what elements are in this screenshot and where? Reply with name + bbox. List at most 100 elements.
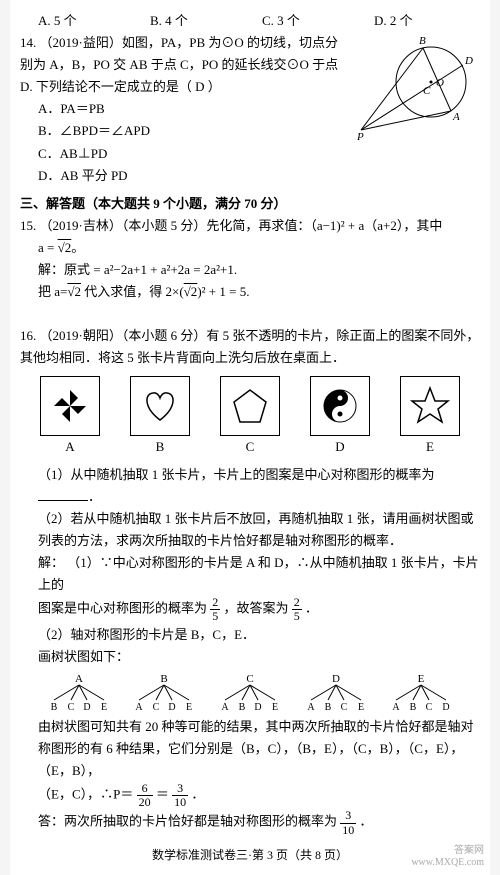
q13-opt-a: A. 5 个: [38, 10, 144, 32]
q14-stem: 14. （2019·益阳）如图，PA，PB 为⊙O 的切线，切点分别为 A，B，…: [20, 32, 350, 98]
q13-opt-c: C. 3 个: [262, 10, 368, 32]
q16-p1-text: （1）从中随机抽取 1 张卡片，卡片上的图案是中心对称图形的概率为: [38, 467, 435, 482]
den: 5: [292, 610, 302, 623]
q14-num: 14.: [20, 35, 36, 50]
num: 6: [137, 782, 153, 796]
den: 20: [137, 796, 153, 809]
svg-text:D: D: [169, 702, 176, 712]
svg-text:D: D: [254, 702, 261, 712]
section-3-title: 三、解答题（本大题共 9 个小题，满分 70 分）: [20, 193, 480, 215]
den: 10: [340, 824, 356, 837]
den: 10: [172, 796, 188, 809]
s1b-m: ，故答案为: [224, 601, 289, 616]
card-d-label: D: [310, 436, 370, 458]
tree-a: ABCDE: [36, 672, 122, 712]
svg-text:E: E: [101, 702, 107, 712]
q14-block: 14. （2019·益阳）如图，PA，PB 为⊙O 的切线，切点分别为 A，B，…: [20, 32, 480, 187]
q15-period: 。: [71, 240, 84, 255]
q14-opt-b: B．∠BPD＝∠APD: [20, 120, 350, 142]
svg-text:P: P: [356, 131, 364, 143]
frac-2-5-a: 25: [210, 596, 220, 623]
q15-stem: （2019·吉林）（本小题 5 分）先化简，再求值：（a−1)² + a（a+2…: [40, 218, 443, 233]
q15-num: 15.: [20, 218, 36, 233]
q16-sol-1b: 图案是中心对称图形的概率为 25 ，故答案为 25 ．: [20, 596, 480, 623]
q15-sol-label: 解：原式: [38, 262, 90, 277]
card-c-label: C: [220, 436, 280, 458]
q16-block: 16. （2019·朝阳）（本小题 6 分）有 5 张不透明的卡片，除正面上的图…: [20, 325, 480, 836]
q16-p1-tail: ．: [88, 489, 101, 504]
card-d: D: [310, 376, 370, 458]
num: 3: [340, 809, 356, 823]
ans-e: ．: [360, 814, 373, 829]
tree-e: EABCD: [378, 672, 464, 712]
s1b-p: 图案是中心对称图形的概率为: [38, 601, 207, 616]
tree-diagram: ABCDE BACDE CABDE DABCE EABCD: [36, 672, 464, 712]
q15-sol2-s: )² + 1 = 5.: [197, 284, 249, 299]
svg-text:A: A: [136, 702, 144, 712]
exam-page: A. 5 个 B. 4 个 C. 3 个 D. 2 个 14. （2019·益阳…: [10, 0, 490, 875]
q16-stem-row: 16. （2019·朝阳）（本小题 6 分）有 5 张不透明的卡片，除正面上的图…: [20, 325, 480, 369]
svg-text:B: B: [410, 702, 417, 712]
q15-sol2: 把 a=√2 代入求值，得 2×(√2)² + 1 = 5.: [20, 281, 480, 303]
fill-blank: [38, 487, 88, 501]
svg-text:D: D: [443, 702, 450, 712]
q15-sol2-p: 把 a=: [38, 284, 67, 299]
card-a: A: [40, 376, 100, 458]
q15-sol2-m: 代入求值，得 2×(: [81, 284, 184, 299]
sqrt2-c: √2: [184, 284, 198, 299]
sqrt2-a: √2: [58, 240, 72, 255]
card-b: B: [130, 376, 190, 458]
svg-text:E: E: [186, 702, 192, 712]
card-row: A B C D E: [40, 376, 460, 458]
sol-label: 解：: [38, 555, 64, 570]
s1b-e: ．: [305, 601, 318, 616]
q13-opt-b: B. 4 个: [150, 10, 256, 32]
q16-sol: 解： （1）∵中心对称图形的卡片是 A 和 D，∴从中随机抽取 1 张卡片，卡片…: [20, 552, 480, 596]
svg-text:A: A: [452, 111, 460, 123]
q14-opt-d: D．AB 平分 PD: [20, 165, 350, 187]
num: 2: [210, 596, 220, 610]
q16-num: 16.: [20, 328, 36, 343]
card-e: E: [400, 376, 460, 458]
q15-sol1: 解：原式 = a²−2a+1 + a²+2a = 2a²+1.: [20, 259, 480, 281]
watermark-line2: www.MXQE.com: [411, 857, 484, 869]
tree-c: CABDE: [207, 672, 293, 712]
sol-1a: （1）∵中心对称图形的卡片是 A 和 D，∴从中随机抽取 1 张卡片，卡片上的: [38, 555, 479, 592]
svg-text:A: A: [307, 702, 315, 712]
pentagon-icon: [228, 384, 272, 428]
svg-text:A: A: [393, 702, 401, 712]
svg-text:B: B: [161, 673, 168, 685]
svg-text:B: B: [324, 702, 331, 712]
q16-ans: 答：两次所抽取的卡片恰好都是轴对称图形的概率为 310 ．: [20, 809, 480, 836]
q15-stem-row: 15. （2019·吉林）（本小题 5 分）先化简，再求值：（a−1)² + a…: [20, 215, 480, 237]
sqrt2-b: √2: [67, 284, 81, 299]
frac-2-5-b: 25: [292, 596, 302, 623]
q13-options: A. 5 个 B. 4 个 C. 3 个 D. 2 个: [20, 10, 480, 32]
svg-text:B: B: [239, 702, 246, 712]
ans-p: 答：两次所抽取的卡片恰好都是轴对称图形的概率为: [38, 814, 337, 829]
q16-part2: （2）若从中随机抽取 1 张卡片后不放回，再随机抽取 1 张，请用画树状图或列表…: [20, 508, 480, 552]
card-a-label: A: [40, 436, 100, 458]
q14-figure: P B A D O C: [350, 32, 480, 187]
q15-a-label: a =: [38, 240, 58, 255]
svg-text:C: C: [340, 702, 347, 712]
tree-d: DABCE: [293, 672, 379, 712]
q15-aval: a = √2。: [20, 237, 480, 259]
tree-b: B ACDE: [122, 672, 208, 712]
pinwheel-icon: [48, 384, 92, 428]
svg-text:O: O: [436, 77, 444, 89]
watermark-line1: 答案网: [411, 845, 484, 857]
svg-text:C: C: [153, 702, 160, 712]
card-b-label: B: [130, 436, 190, 458]
q16-stem: （2019·朝阳）（本小题 6 分）有 5 张不透明的卡片，除正面上的图案不同外…: [20, 328, 479, 365]
svg-text:E: E: [272, 702, 278, 712]
svg-text:C: C: [246, 673, 253, 685]
q14-opt-c: C．AB⊥PD: [20, 143, 350, 165]
s3b-e: ．: [191, 787, 204, 802]
eq1: ＝: [156, 787, 169, 802]
q16-sol3b: （E，C），∴P＝ 620 ＝ 310 ．: [20, 782, 480, 809]
svg-text:C: C: [426, 702, 433, 712]
s3b-p: （E，C），∴P＝: [38, 787, 133, 802]
svg-text:C: C: [67, 702, 74, 712]
svg-text:A: A: [75, 673, 83, 685]
